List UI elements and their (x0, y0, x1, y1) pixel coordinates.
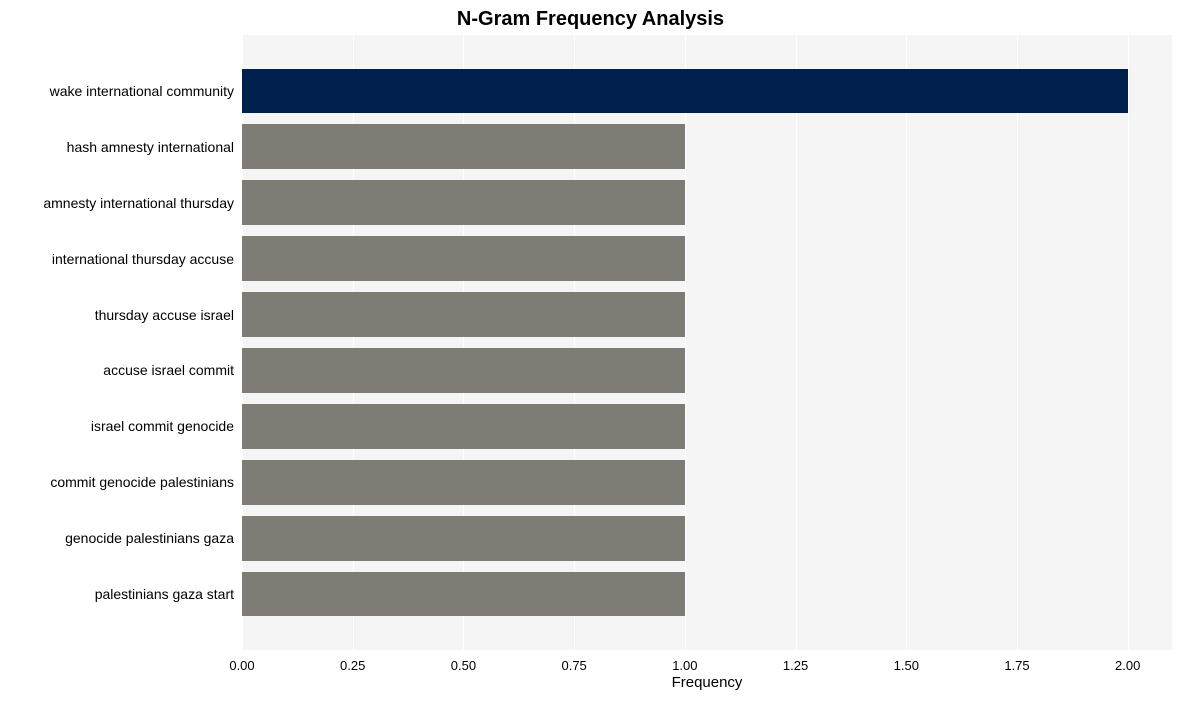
y-tick-label: amnesty international thursday (43, 195, 242, 211)
x-axis-label: Frequency (242, 674, 1172, 691)
y-tick-label: international thursday accuse (52, 251, 242, 267)
x-tick-label: 1.75 (1004, 650, 1029, 673)
bar (242, 572, 685, 617)
chart-title: N-Gram Frequency Analysis (0, 8, 1181, 31)
x-tick-label: 1.00 (672, 650, 697, 673)
x-tick-label: 1.50 (894, 650, 919, 673)
x-tick-label: 0.00 (229, 650, 254, 673)
bar (242, 460, 685, 505)
ngram-frequency-chart: N-Gram Frequency Analysis 0.000.250.500.… (0, 0, 1181, 701)
grid-line (1017, 35, 1018, 650)
y-tick-label: israel commit genocide (91, 418, 242, 434)
bar (242, 516, 685, 561)
grid-line (906, 35, 907, 650)
grid-line (1128, 35, 1129, 650)
y-tick-label: genocide palestinians gaza (65, 530, 242, 546)
x-tick-label: 1.25 (783, 650, 808, 673)
bar (242, 348, 685, 393)
y-tick-label: hash amnesty international (67, 139, 242, 155)
bar (242, 292, 685, 337)
plot-area: 0.000.250.500.751.001.251.501.752.00wake… (242, 35, 1172, 650)
y-tick-label: accuse israel commit (103, 362, 242, 378)
bar (242, 236, 685, 281)
bar (242, 124, 685, 169)
bar-highlight (242, 69, 1128, 114)
x-tick-label: 0.50 (451, 650, 476, 673)
grid-line (685, 35, 686, 650)
bar (242, 180, 685, 225)
x-tick-label: 0.75 (561, 650, 586, 673)
y-tick-label: thursday accuse israel (95, 307, 242, 323)
grid-line (796, 35, 797, 650)
x-tick-label: 0.25 (340, 650, 365, 673)
bar (242, 404, 685, 449)
x-tick-label: 2.00 (1115, 650, 1140, 673)
y-tick-label: palestinians gaza start (95, 586, 242, 602)
y-tick-label: wake international community (50, 83, 242, 99)
y-tick-label: commit genocide palestinians (50, 474, 242, 490)
